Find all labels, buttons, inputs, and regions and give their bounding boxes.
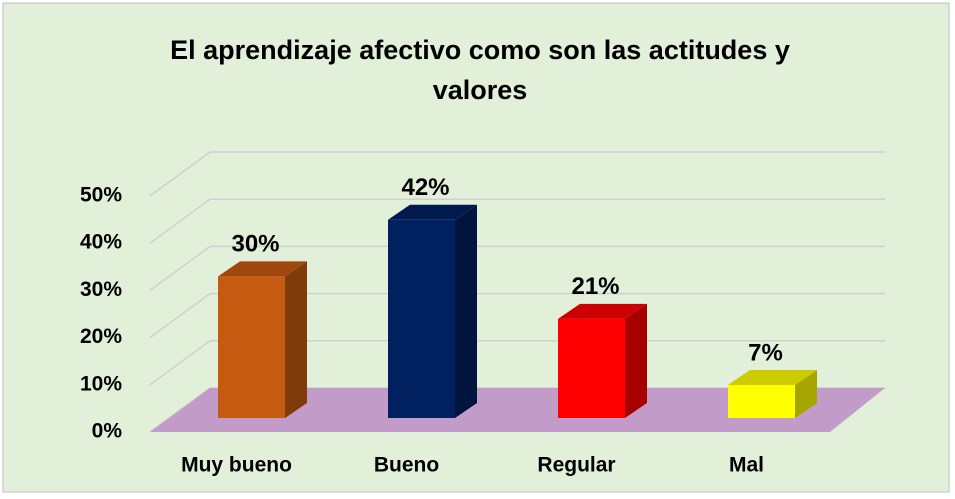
value-label: 42%: [401, 174, 449, 201]
value-label: 7%: [748, 339, 783, 366]
floor: [150, 388, 885, 432]
bar-top: [558, 303, 647, 319]
grid-line: [149, 245, 211, 292]
x-tick-label: Regular: [537, 454, 615, 477]
bar: [558, 318, 625, 418]
grid-line: [149, 292, 211, 339]
grid-line: [149, 198, 211, 244]
y-tick-label: 10%: [80, 372, 122, 395]
value-label: 21%: [571, 273, 619, 300]
chart-title: El aprendizaje afectivo como son las act…: [170, 35, 790, 105]
bar-top: [728, 369, 817, 385]
y-tick-label: 0%: [92, 420, 123, 443]
bar-side: [625, 303, 647, 418]
x-tick-label: Bueno: [374, 454, 439, 477]
bar-side: [455, 204, 477, 418]
y-tick-label: 30%: [80, 278, 122, 301]
y-tick-label: 50%: [80, 184, 122, 207]
bar-side: [795, 369, 817, 418]
y-tick-label: 40%: [80, 231, 122, 254]
bar-top: [388, 204, 477, 220]
bar: [388, 219, 455, 418]
grid-line: [149, 340, 211, 386]
x-tick-label: Mal: [729, 454, 764, 477]
x-tick-label: Muy bueno: [181, 454, 292, 477]
bar: [728, 384, 795, 418]
bar-side: [285, 261, 307, 418]
value-label: 30%: [231, 231, 279, 258]
grid-line: [149, 151, 211, 197]
y-tick-label: 20%: [80, 325, 122, 348]
bar: [218, 276, 285, 418]
bar-top: [218, 261, 307, 277]
